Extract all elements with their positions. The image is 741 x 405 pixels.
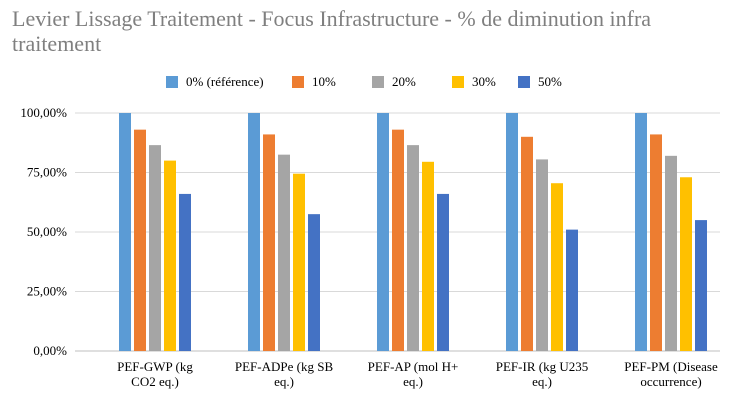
- x-tick-label: PEF-ADPe (kg SB eq.): [235, 359, 334, 389]
- y-tick-label: 0,00%: [33, 343, 67, 358]
- x-tick-label-line: PEF-PM (Disease: [624, 359, 718, 374]
- bar: [263, 134, 275, 351]
- x-tick-label-line: eq.): [403, 374, 423, 389]
- bar: [650, 134, 662, 351]
- bar: [179, 193, 191, 351]
- legend-label: 0% (référence): [186, 74, 264, 89]
- x-tick-label-line: eq.): [532, 374, 552, 389]
- legend: 0% (référence) 10% 20% 30% 50%: [0, 72, 741, 92]
- x-tick-label-line: occurrence): [640, 374, 701, 389]
- y-tick-label: 100,00%: [20, 105, 67, 120]
- bar: [665, 155, 677, 351]
- legend-swatch: [518, 76, 530, 88]
- x-tick-label-line: PEF-GWP (kg: [117, 359, 193, 374]
- legend-label: 10%: [312, 74, 336, 89]
- x-tick-label-line: PEF-IR (kg U235: [496, 359, 588, 374]
- x-tick-label: PEF-IR (kg U235 eq.): [496, 359, 588, 389]
- legend-item: 20%: [372, 72, 416, 92]
- legend-item: 0% (référence): [166, 72, 264, 92]
- x-tick-label: PEF-AP (mol H+ eq.): [368, 359, 459, 389]
- legend-swatch: [166, 76, 178, 88]
- bar: [407, 145, 419, 351]
- y-tick-label: 75,00%: [27, 165, 67, 180]
- x-tick-label-line: eq.): [274, 374, 294, 389]
- bar: [248, 113, 260, 351]
- legend-item: 10%: [292, 72, 336, 92]
- bar: [695, 220, 707, 351]
- y-tick-label: 50,00%: [27, 224, 67, 239]
- bar: [134, 129, 146, 351]
- bar: [635, 113, 647, 351]
- bar: [149, 145, 161, 351]
- legend-swatch: [452, 76, 464, 88]
- bar: [521, 136, 533, 351]
- bar: [278, 154, 290, 351]
- legend-label: 30%: [472, 74, 496, 89]
- x-tick-label-line: PEF-ADPe (kg SB: [235, 359, 334, 374]
- bar: [377, 113, 389, 351]
- x-tick-label: PEF-GWP (kg CO2 eq.): [117, 359, 193, 389]
- bar: [392, 129, 404, 351]
- bar: [422, 161, 434, 351]
- legend-swatch: [292, 76, 304, 88]
- x-tick-label-line: CO2 eq.): [131, 374, 179, 389]
- legend-item: 30%: [452, 72, 496, 92]
- legend-item: 50%: [518, 72, 562, 92]
- bar: [506, 113, 518, 351]
- x-tick-label-line: PEF-AP (mol H+: [368, 359, 459, 374]
- y-tick-label: 25,00%: [27, 284, 67, 299]
- bar: [566, 229, 578, 351]
- legend-label: 50%: [538, 74, 562, 89]
- bar: [680, 177, 692, 351]
- bar: [119, 113, 131, 351]
- legend-label: 20%: [392, 74, 416, 89]
- chart-title: Levier Lissage Traitement - Focus Infras…: [12, 6, 652, 56]
- x-tick-label: PEF-PM (Disease occurrence): [624, 359, 718, 389]
- bar: [293, 173, 305, 351]
- bar: [551, 183, 563, 351]
- bar: [536, 159, 548, 351]
- bar: [308, 214, 320, 351]
- bar: [437, 193, 449, 351]
- legend-swatch: [372, 76, 384, 88]
- bar: [164, 160, 176, 351]
